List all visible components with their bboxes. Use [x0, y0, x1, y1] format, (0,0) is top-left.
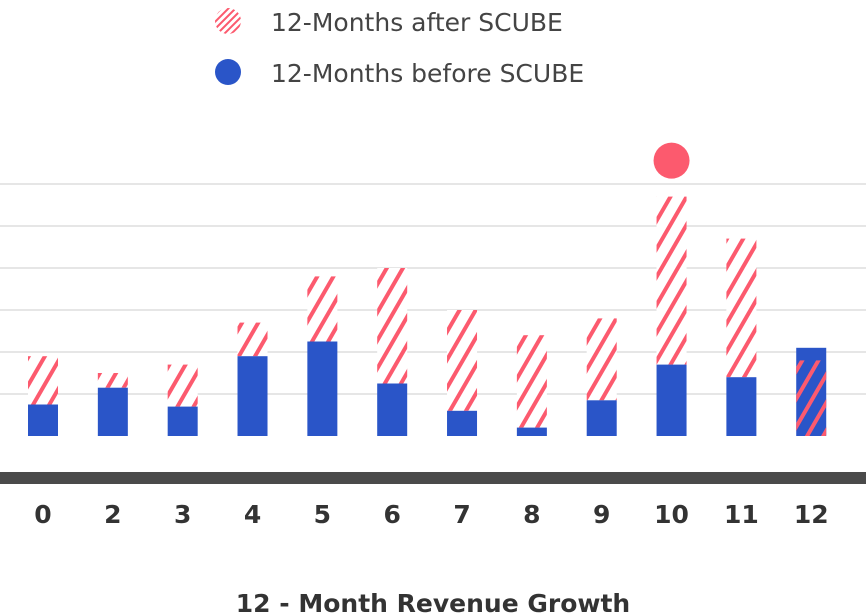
x-tick-label: 9 — [593, 500, 610, 529]
bar-after — [656, 196, 687, 365]
gridlines — [0, 183, 866, 395]
bar-after — [516, 335, 547, 428]
bar-after — [28, 356, 58, 405]
legend-swatch-after — [215, 8, 241, 34]
bar-group — [167, 364, 198, 436]
bar-after — [447, 310, 478, 411]
bar-group — [656, 196, 687, 436]
bar-after — [167, 364, 198, 407]
bar-after — [726, 238, 757, 378]
legend-item-after: 12-Months after SCUBE — [215, 8, 563, 37]
bar-after — [796, 360, 827, 436]
legend: 12-Months after SCUBE 12-Months before S… — [215, 8, 584, 88]
bar-group — [586, 318, 617, 436]
x-tick-label: 2 — [104, 500, 121, 529]
x-axis-line — [0, 472, 866, 484]
bar-before — [586, 400, 617, 436]
bar-group — [28, 356, 58, 436]
bar-after — [377, 268, 408, 384]
x-axis-title: 12 - Month Revenue Growth — [236, 589, 630, 616]
bar-before — [237, 356, 268, 436]
x-tick-label: 11 — [724, 500, 759, 529]
bar-before — [447, 410, 478, 436]
x-tick-label: 4 — [244, 500, 261, 529]
x-tick-label: 7 — [453, 500, 470, 529]
bar-before — [167, 406, 198, 436]
bar-group — [377, 268, 408, 436]
highlight-marker — [653, 142, 690, 179]
bar-before — [656, 364, 687, 436]
legend-label-after: 12-Months after SCUBE — [271, 8, 563, 37]
x-tick-labels: 0 2 3 4 5 6 7 8 9 10 11 12 — [34, 500, 828, 529]
legend-swatch-before — [215, 59, 241, 85]
x-tick-label: 8 — [523, 500, 540, 529]
bar-after — [586, 318, 617, 401]
bar-before — [726, 377, 757, 436]
bar-before — [307, 341, 338, 436]
x-tick-label: 0 — [34, 500, 51, 529]
bar-group — [307, 276, 338, 436]
bar-after — [97, 373, 128, 388]
bar-group — [97, 373, 128, 436]
bar-group — [516, 335, 547, 436]
x-tick-label: 10 — [654, 500, 689, 529]
highlight-dot — [653, 142, 690, 179]
x-tick-label: 12 — [794, 500, 829, 529]
x-tick-label: 5 — [314, 500, 331, 529]
bars — [28, 196, 827, 436]
x-tick-label: 3 — [174, 500, 191, 529]
bar-before — [516, 427, 547, 436]
bar-group — [796, 347, 827, 436]
bar-group — [447, 310, 478, 436]
bar-before — [97, 387, 128, 436]
bar-group — [237, 322, 268, 436]
legend-item-before: 12-Months before SCUBE — [215, 59, 584, 88]
bar-after — [307, 276, 338, 342]
bar-after — [237, 322, 268, 357]
legend-label-before: 12-Months before SCUBE — [271, 59, 584, 88]
bar-before — [377, 383, 408, 436]
bar-group — [726, 238, 757, 436]
x-tick-label: 6 — [383, 500, 400, 529]
bar-before — [28, 404, 58, 436]
